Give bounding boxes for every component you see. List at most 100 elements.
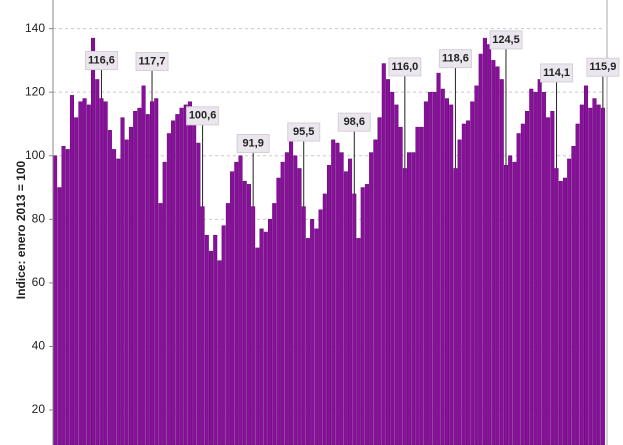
bar [120, 117, 125, 445]
y-tick-label: 60 [32, 275, 46, 289]
bar [234, 161, 239, 445]
bar [584, 85, 589, 445]
bar [61, 145, 66, 445]
bar [444, 98, 450, 445]
bar [600, 107, 605, 445]
bar [65, 149, 70, 445]
annotation-label: 116,0 [391, 61, 418, 73]
bar [293, 155, 298, 445]
bar [423, 101, 428, 445]
bar [284, 152, 289, 445]
bar [204, 234, 209, 445]
bar [276, 177, 281, 445]
bar [381, 63, 386, 445]
bar [280, 161, 285, 445]
y-tick-label: 20 [32, 402, 46, 416]
bar [390, 91, 395, 445]
bar [78, 101, 83, 445]
bar [322, 193, 327, 445]
bar [356, 238, 361, 445]
bar [175, 114, 180, 445]
annotation-box [135, 51, 169, 71]
annotation-label: 118,6 [442, 53, 469, 65]
bar [482, 37, 487, 445]
bar [394, 104, 399, 445]
bar [179, 107, 184, 445]
bar [487, 44, 492, 445]
bar [516, 133, 521, 445]
bar [133, 111, 138, 445]
bar [289, 139, 294, 445]
annotation-box [388, 57, 422, 77]
bar [343, 171, 348, 445]
y-tick-label: 80 [32, 211, 46, 225]
bar [596, 104, 601, 445]
bar [331, 139, 336, 445]
bar [529, 88, 534, 445]
bar [255, 247, 260, 445]
bar [69, 95, 74, 445]
bar [339, 152, 344, 445]
bar [141, 85, 146, 445]
bar [432, 91, 437, 445]
bar [318, 209, 323, 445]
bar [575, 123, 580, 445]
bar [57, 187, 62, 445]
bar [124, 139, 129, 445]
bar [183, 104, 188, 445]
bar [251, 206, 256, 445]
bar [415, 126, 420, 445]
bar [137, 107, 142, 445]
annotation-box [586, 57, 620, 77]
annotation-box [489, 30, 523, 50]
annotation-label: 91,9 [242, 137, 263, 149]
bar [453, 168, 458, 445]
bar [508, 155, 513, 445]
bar [225, 203, 230, 445]
bar [512, 161, 517, 445]
bar [525, 111, 530, 445]
annotation-box [287, 122, 321, 142]
bar [200, 206, 205, 445]
bar [171, 120, 176, 445]
bar [158, 203, 163, 445]
bar [360, 187, 365, 445]
bar [546, 117, 551, 445]
bar [428, 91, 433, 445]
bar [107, 130, 112, 445]
annotation-label: 98,6 [344, 116, 365, 128]
bar [592, 98, 597, 445]
bar [419, 126, 424, 445]
bar [567, 158, 572, 445]
bar [99, 98, 104, 445]
annotation-box [438, 49, 472, 69]
y-tick-label: 40 [32, 339, 46, 353]
bar [503, 165, 508, 445]
bar [217, 260, 222, 445]
annotation-label: 116,6 [88, 54, 115, 66]
bar [187, 101, 192, 445]
bar [554, 168, 559, 445]
bar [301, 206, 306, 445]
bar [259, 228, 264, 445]
bar [571, 145, 576, 445]
bar [74, 117, 79, 445]
bar [411, 152, 416, 445]
bar [369, 152, 374, 445]
bar [335, 142, 340, 445]
bar [128, 126, 133, 445]
bar [310, 219, 315, 445]
annotation-box [337, 112, 371, 132]
annotation-box [84, 51, 118, 71]
bar [116, 158, 121, 445]
bar [86, 104, 91, 445]
annotation-label: 115,9 [589, 61, 616, 73]
bar [478, 53, 483, 445]
bar [246, 184, 251, 445]
bar [213, 234, 218, 445]
annotation-label: 95,5 [293, 126, 314, 138]
bar [272, 203, 277, 445]
bar [440, 88, 445, 445]
bar [103, 101, 108, 445]
bar [398, 126, 403, 445]
